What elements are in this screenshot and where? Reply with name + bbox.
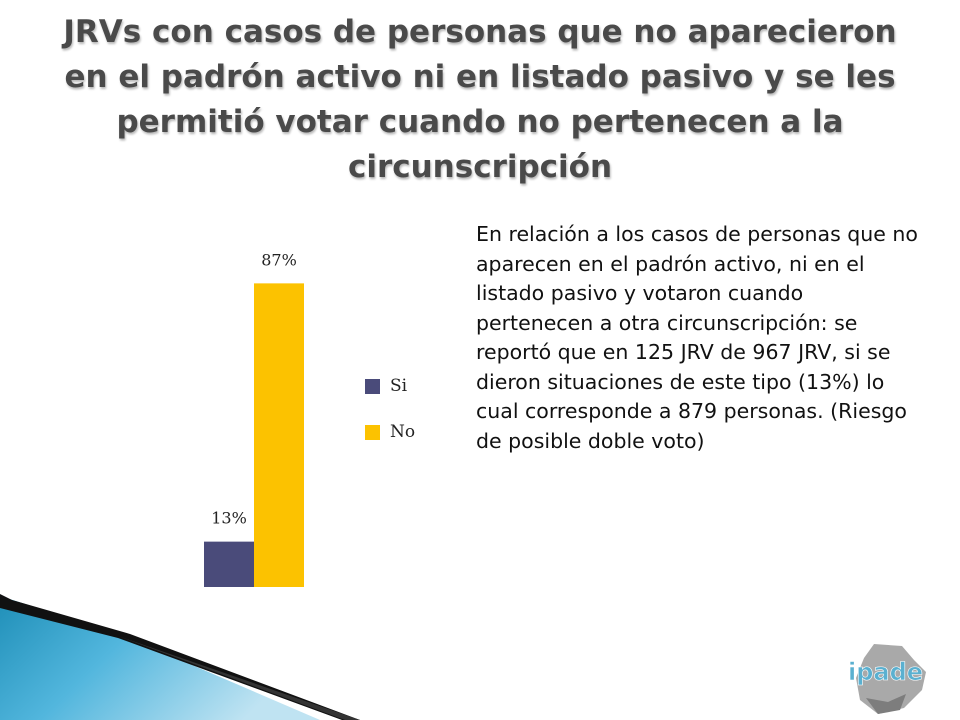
slide-title: JRVs con casos de personas que no aparec… xyxy=(63,14,897,185)
bar-si xyxy=(204,541,254,587)
description-text: En relación a los casos de personas que … xyxy=(476,222,918,453)
data-label-no: 87% xyxy=(261,250,297,269)
legend-label-si: Si xyxy=(390,376,408,396)
data-label-si: 13% xyxy=(211,509,247,528)
chart-legend: Si No xyxy=(365,373,415,465)
legend-swatch-no xyxy=(365,424,380,440)
decorative-swoosh xyxy=(0,594,360,720)
legend-item-si: Si xyxy=(365,373,415,399)
legend-item-no: No xyxy=(365,419,415,445)
bar-no xyxy=(254,283,304,587)
svg-text:ipade: ipade xyxy=(848,658,923,686)
legend-label-no: No xyxy=(390,422,416,442)
ipade-logo: ipade xyxy=(848,644,926,714)
bar-chart: 13% 87% xyxy=(204,250,304,587)
legend-swatch-si xyxy=(365,378,380,394)
